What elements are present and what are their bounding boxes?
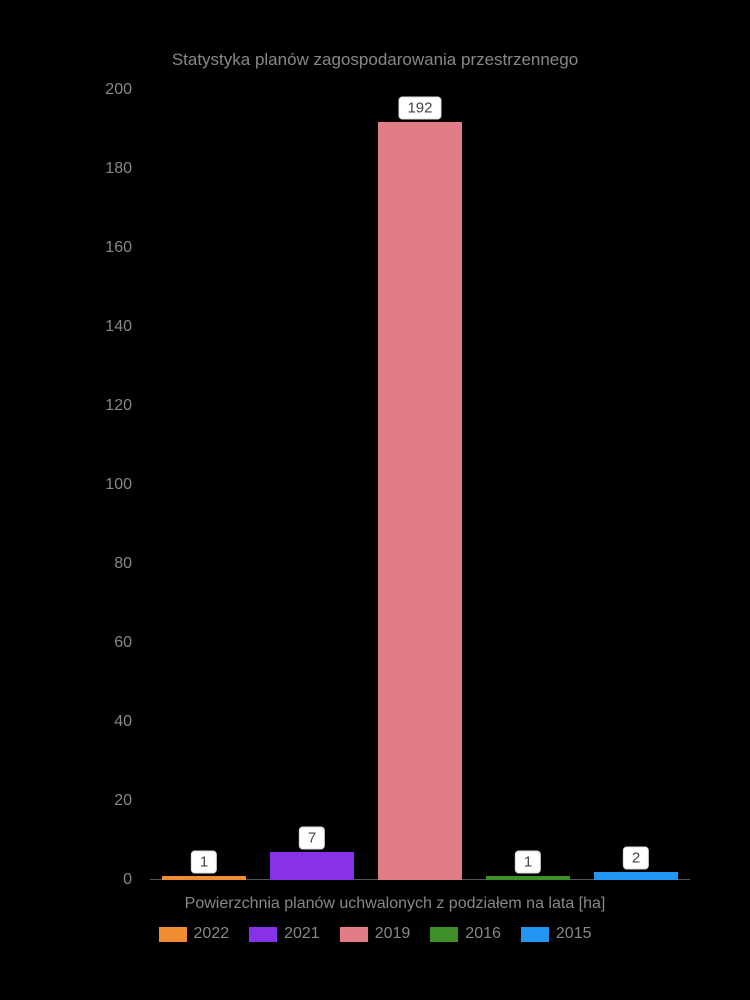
bars-group: 1 7 192 1 2 — [150, 90, 690, 880]
y-axis: 020406080100120140160180200 — [100, 90, 140, 880]
bar-wrap: 2 — [582, 90, 690, 880]
legend-item: 2019 — [340, 925, 411, 943]
bar-value-label: 7 — [299, 827, 325, 850]
legend-item: 2016 — [430, 925, 501, 943]
legend-label: 2021 — [284, 925, 320, 943]
bar: 2 — [594, 872, 678, 880]
legend-item: 2015 — [521, 925, 592, 943]
y-tick: 180 — [105, 160, 132, 178]
legend-item: 2021 — [249, 925, 320, 943]
bar: 7 — [270, 852, 354, 880]
plot-area: 020406080100120140160180200 1719212 — [100, 90, 690, 880]
legend-label: 2016 — [465, 925, 501, 943]
y-tick: 100 — [105, 476, 132, 494]
bar-chart: Statystyka planów zagospodarowania przes… — [0, 0, 750, 1000]
x-axis-label: Powierzchnia planów uchwalonych z podzia… — [100, 895, 690, 913]
legend-label: 2022 — [194, 925, 230, 943]
bar-value-label: 2 — [623, 847, 649, 870]
bar: 1 — [486, 876, 570, 880]
bar-wrap: 7 — [258, 90, 366, 880]
bar-value-label: 1 — [191, 851, 217, 874]
bar-value-label: 1 — [515, 851, 541, 874]
y-tick: 80 — [114, 555, 132, 573]
y-tick: 120 — [105, 397, 132, 415]
bar-wrap: 192 — [366, 90, 474, 880]
bar: 1 — [162, 876, 246, 880]
legend-swatch — [159, 927, 187, 942]
chart-title: Statystyka planów zagospodarowania przes… — [0, 0, 750, 70]
legend-label: 2015 — [556, 925, 592, 943]
y-tick: 60 — [114, 634, 132, 652]
bar: 192 — [378, 122, 462, 880]
y-tick: 160 — [105, 239, 132, 257]
bar-wrap: 1 — [150, 90, 258, 880]
bar-wrap: 1 — [474, 90, 582, 880]
y-tick: 20 — [114, 792, 132, 810]
legend-swatch — [521, 927, 549, 942]
bar-value-label: 192 — [398, 96, 441, 119]
legend-swatch — [340, 927, 368, 942]
y-tick: 200 — [105, 81, 132, 99]
legend: 2022 2021 2019 2016 2015 — [0, 925, 750, 943]
y-tick: 0 — [123, 871, 132, 889]
legend-swatch — [430, 927, 458, 942]
y-tick: 140 — [105, 318, 132, 336]
legend-label: 2019 — [375, 925, 411, 943]
legend-swatch — [249, 927, 277, 942]
legend-item: 2022 — [159, 925, 230, 943]
y-tick: 40 — [114, 713, 132, 731]
